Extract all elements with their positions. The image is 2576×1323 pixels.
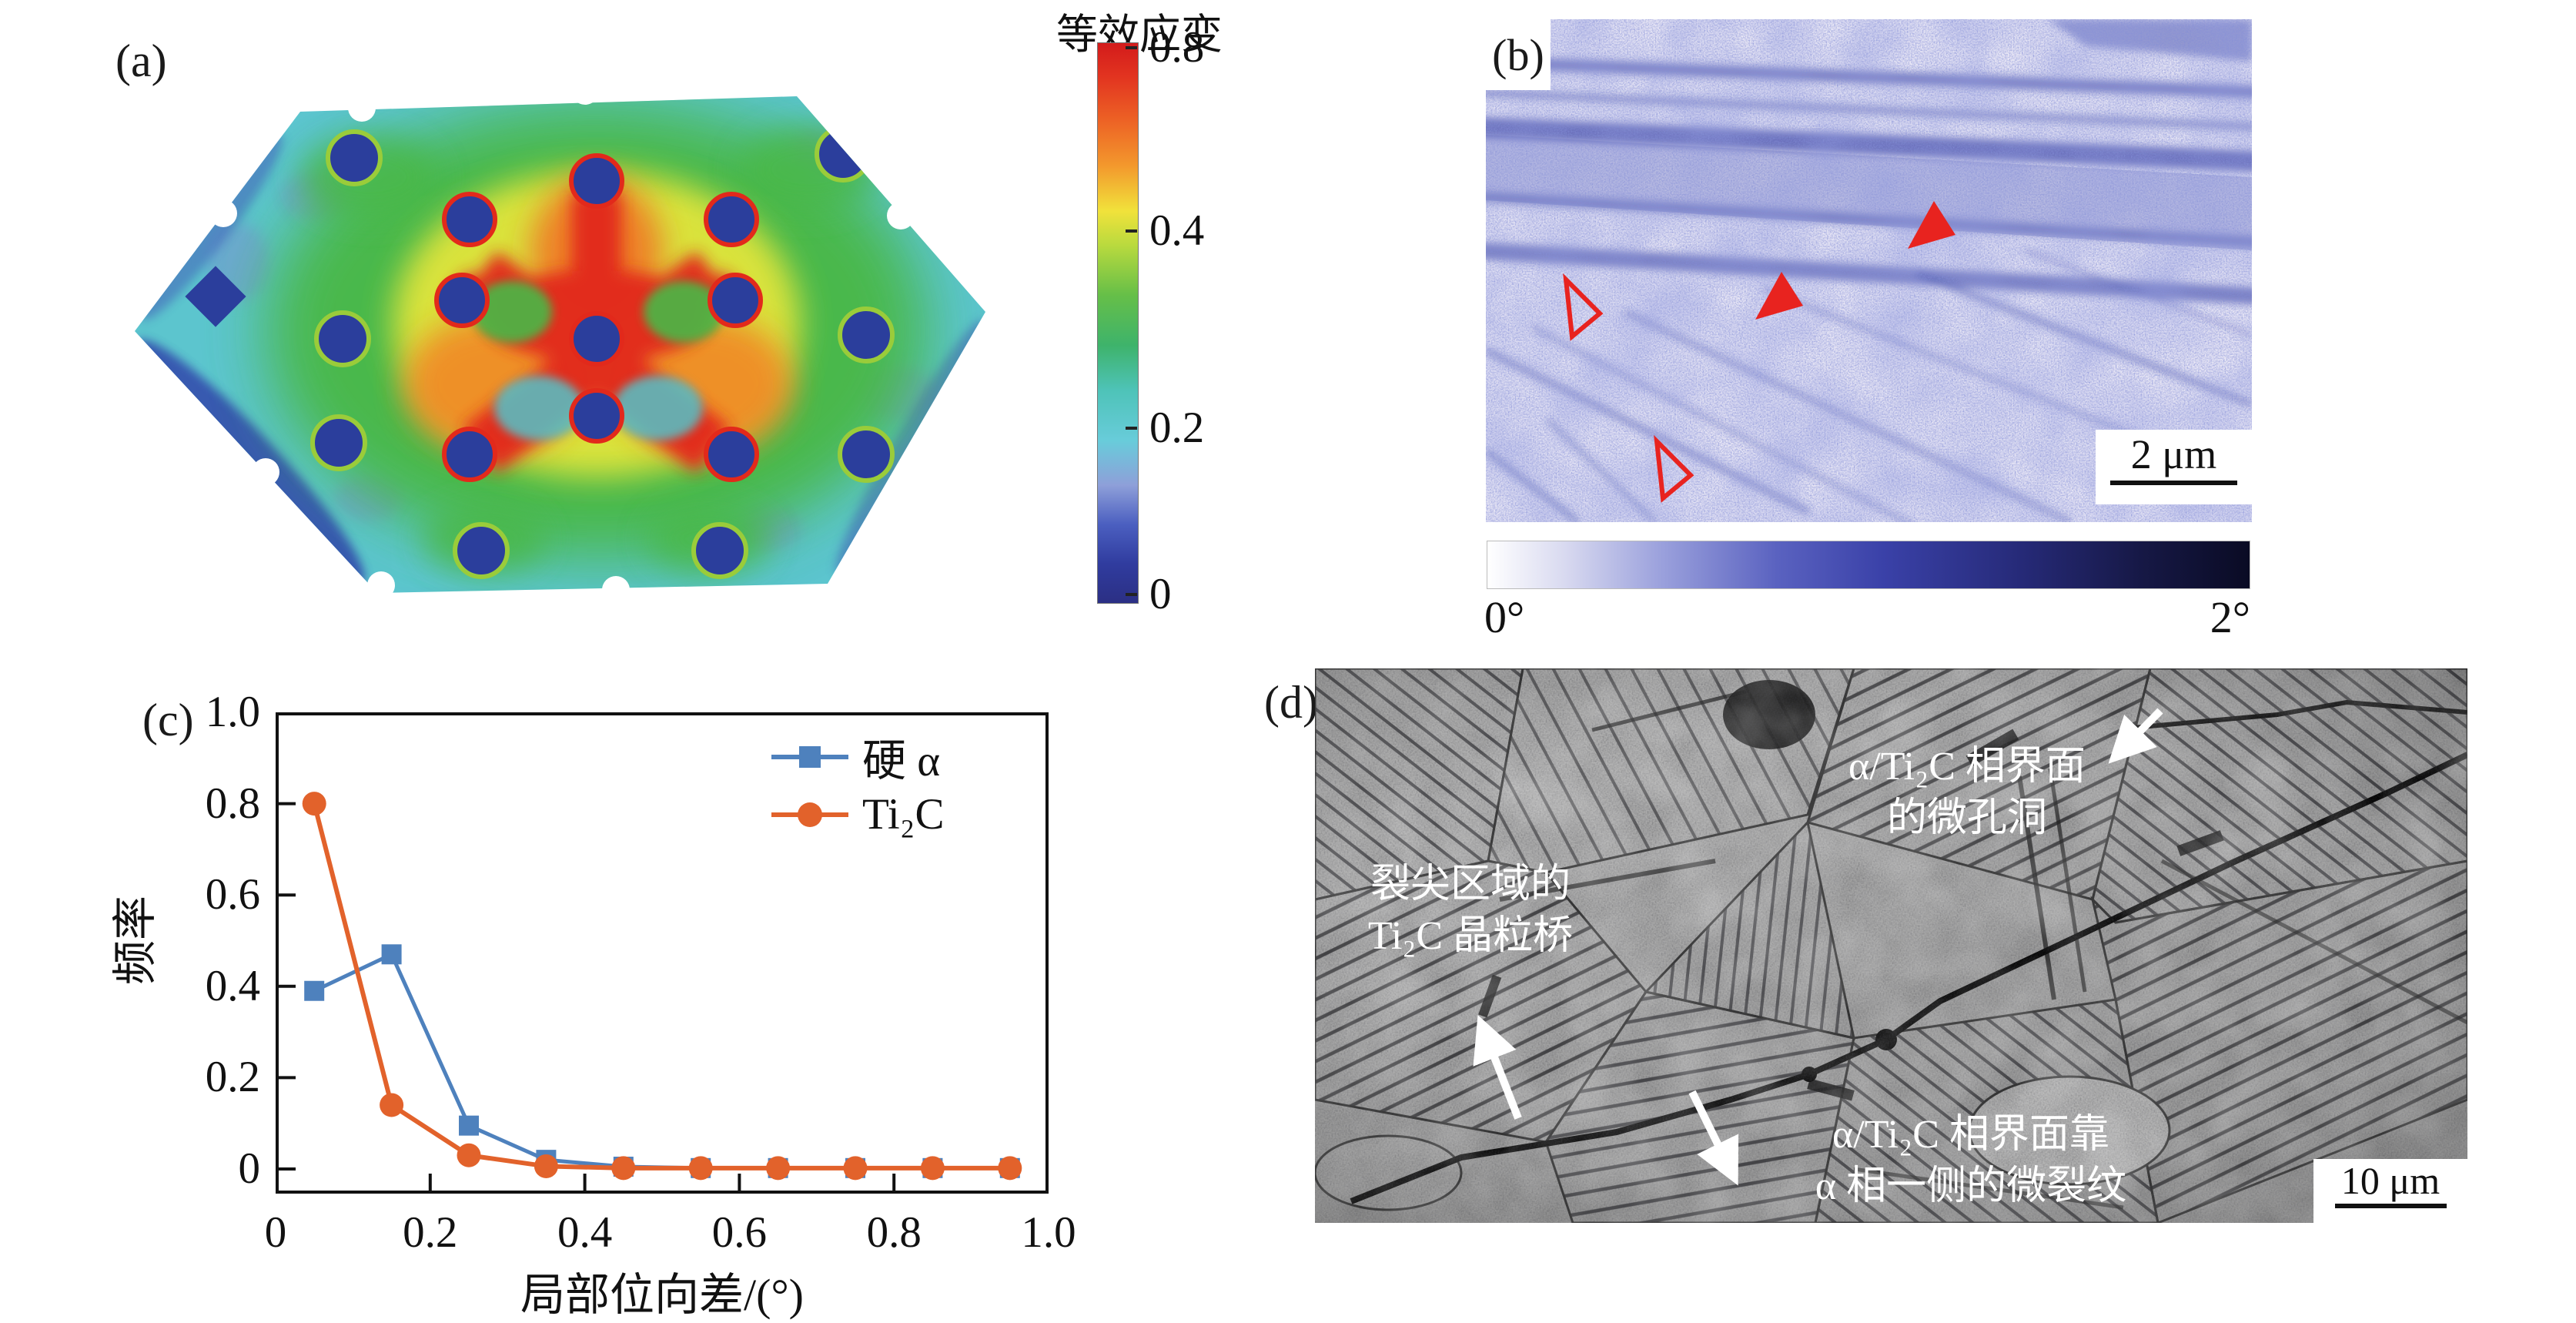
data-point-circle xyxy=(766,1156,791,1181)
data-point-circle xyxy=(998,1156,1022,1181)
panel-a-label: (a) xyxy=(115,35,167,86)
data-point-square xyxy=(381,944,402,965)
x-tick-label: 0.4 xyxy=(557,1208,613,1257)
annotation-line: α 相一侧的微裂纹 xyxy=(1815,1164,2127,1208)
panel-d-scalebar-line xyxy=(2334,1204,2447,1208)
arrow-microcrack xyxy=(1688,1090,1739,1186)
strain-colorbar-tick-label: 0.2 xyxy=(1149,404,1205,452)
kam-colorbar-max-label: 2° xyxy=(2210,592,2250,642)
chart-legend: 硬 α Ti₂C xyxy=(771,728,945,843)
chart-x-axis-label: 局部位向差/(°) xyxy=(520,1270,804,1320)
x-tick-label: 1.0 xyxy=(1021,1208,1076,1257)
data-point-circle xyxy=(688,1156,713,1181)
strain-colorbar xyxy=(1097,42,1139,604)
open-triangle-marker xyxy=(1654,434,1694,503)
panel-b-label: (b) xyxy=(1492,29,1544,80)
data-point-circle xyxy=(380,1093,404,1117)
strain-colorbar-title: 等效应变 xyxy=(1056,12,1223,58)
panel-d-scalebar-text: 10 μm xyxy=(2340,1159,2441,1202)
panel-b-label-box: (b) xyxy=(1486,19,1551,90)
edge-notches xyxy=(209,77,915,604)
sem-image xyxy=(1315,668,2467,1223)
filled-triangle-marker xyxy=(1755,272,1803,320)
x-tick-label: 0 xyxy=(264,1208,287,1257)
strain-colorbar-tick-label: 0 xyxy=(1149,570,1172,618)
strain-colorbar-tickmark xyxy=(1126,593,1137,596)
legend-marker-circle xyxy=(771,802,848,827)
annotation-line: α/Ti₂C 相界面靠 xyxy=(1832,1113,2109,1157)
panel-d-label: (d) xyxy=(1264,677,1318,728)
open-triangle-marker xyxy=(1563,273,1604,341)
panel-d-scalebar: 10 μm xyxy=(2313,1159,2467,1223)
strain-colorbar-tick-label: 0.8 xyxy=(1149,23,1205,72)
data-point-square xyxy=(304,980,325,1001)
legend-marker-square xyxy=(771,745,848,768)
annotation-line: 的微孔洞 xyxy=(1886,796,2047,840)
annotation-line: Ti₂C 晶粒桥 xyxy=(1367,914,1574,958)
legend-label: 硬 α xyxy=(862,736,941,785)
strain-colorbar-tickmark xyxy=(1126,427,1137,430)
panel-c-label: (c) xyxy=(142,695,194,745)
arrow-grain-bridge xyxy=(1473,1015,1522,1120)
x-tick-label: 0.6 xyxy=(711,1208,768,1257)
kam-colorbar-min-label: 0° xyxy=(1484,592,1525,642)
legend-item-ti2c: Ti₂C xyxy=(771,785,945,843)
sem-vignette xyxy=(1315,668,2467,1223)
filled-triangle-marker xyxy=(1908,201,1955,249)
data-point-circle xyxy=(843,1156,868,1181)
chart-plot-area xyxy=(276,712,1049,1194)
arrow-interface-void xyxy=(2108,708,2163,764)
series-line-1 xyxy=(312,802,1010,1171)
data-point-circle xyxy=(302,792,326,816)
particles-inner xyxy=(434,153,763,482)
x-tick-label: 0.8 xyxy=(866,1208,922,1257)
data-point-circle xyxy=(457,1143,481,1167)
y-tick-label: 0.2 xyxy=(205,1053,260,1102)
strain-map-image xyxy=(135,77,985,604)
panel-b-scalebar-line xyxy=(2110,481,2237,485)
annotation-microcrack: α/Ti₂C 相界面靠 α 相一侧的微裂纹 xyxy=(1790,1109,2152,1212)
kam-colorbar xyxy=(1487,541,2250,589)
annotation-line: 裂尖区域的 xyxy=(1370,862,1571,906)
chart-frame xyxy=(276,712,1049,1194)
strain-colorbar-tick-label: 0.4 xyxy=(1149,206,1205,255)
annotation-interface-void: α/Ti₂C 相界面 的微孔洞 xyxy=(1809,741,2125,844)
kam-markers xyxy=(1563,201,1955,503)
strain-cool-eyes xyxy=(472,281,724,440)
strain-colorbar-tickmark xyxy=(1126,46,1137,49)
series-line-0 xyxy=(313,951,1010,1171)
annotation-line: α/Ti₂C 相界面 xyxy=(1848,745,2086,789)
strain-colorbar-tickmark xyxy=(1126,229,1137,233)
legend-label: Ti₂C xyxy=(862,790,945,839)
data-point-circle xyxy=(534,1154,558,1178)
annotation-grain-bridge: 裂尖区域的 Ti₂C 晶粒桥 xyxy=(1336,859,1605,962)
panel-b-scalebar: 2 μm xyxy=(2096,430,2252,504)
y-tick-label: 0.4 xyxy=(205,961,260,1010)
y-tick-label: 0.6 xyxy=(205,870,260,919)
panel-b-scalebar-text: 2 μm xyxy=(2130,431,2217,477)
data-point-circle xyxy=(611,1156,636,1181)
data-point-square xyxy=(459,1115,479,1136)
x-tick-label: 0.2 xyxy=(403,1208,458,1257)
sem-annotation-arrows xyxy=(1473,708,2163,1186)
y-tick-label: 1.0 xyxy=(205,688,260,736)
particles-outer xyxy=(310,126,895,579)
data-point-circle xyxy=(920,1156,945,1181)
y-tick-label: 0 xyxy=(238,1144,261,1193)
y-tick-label: 0.8 xyxy=(205,779,260,828)
legend-item-hard-alpha: 硬 α xyxy=(771,728,945,785)
